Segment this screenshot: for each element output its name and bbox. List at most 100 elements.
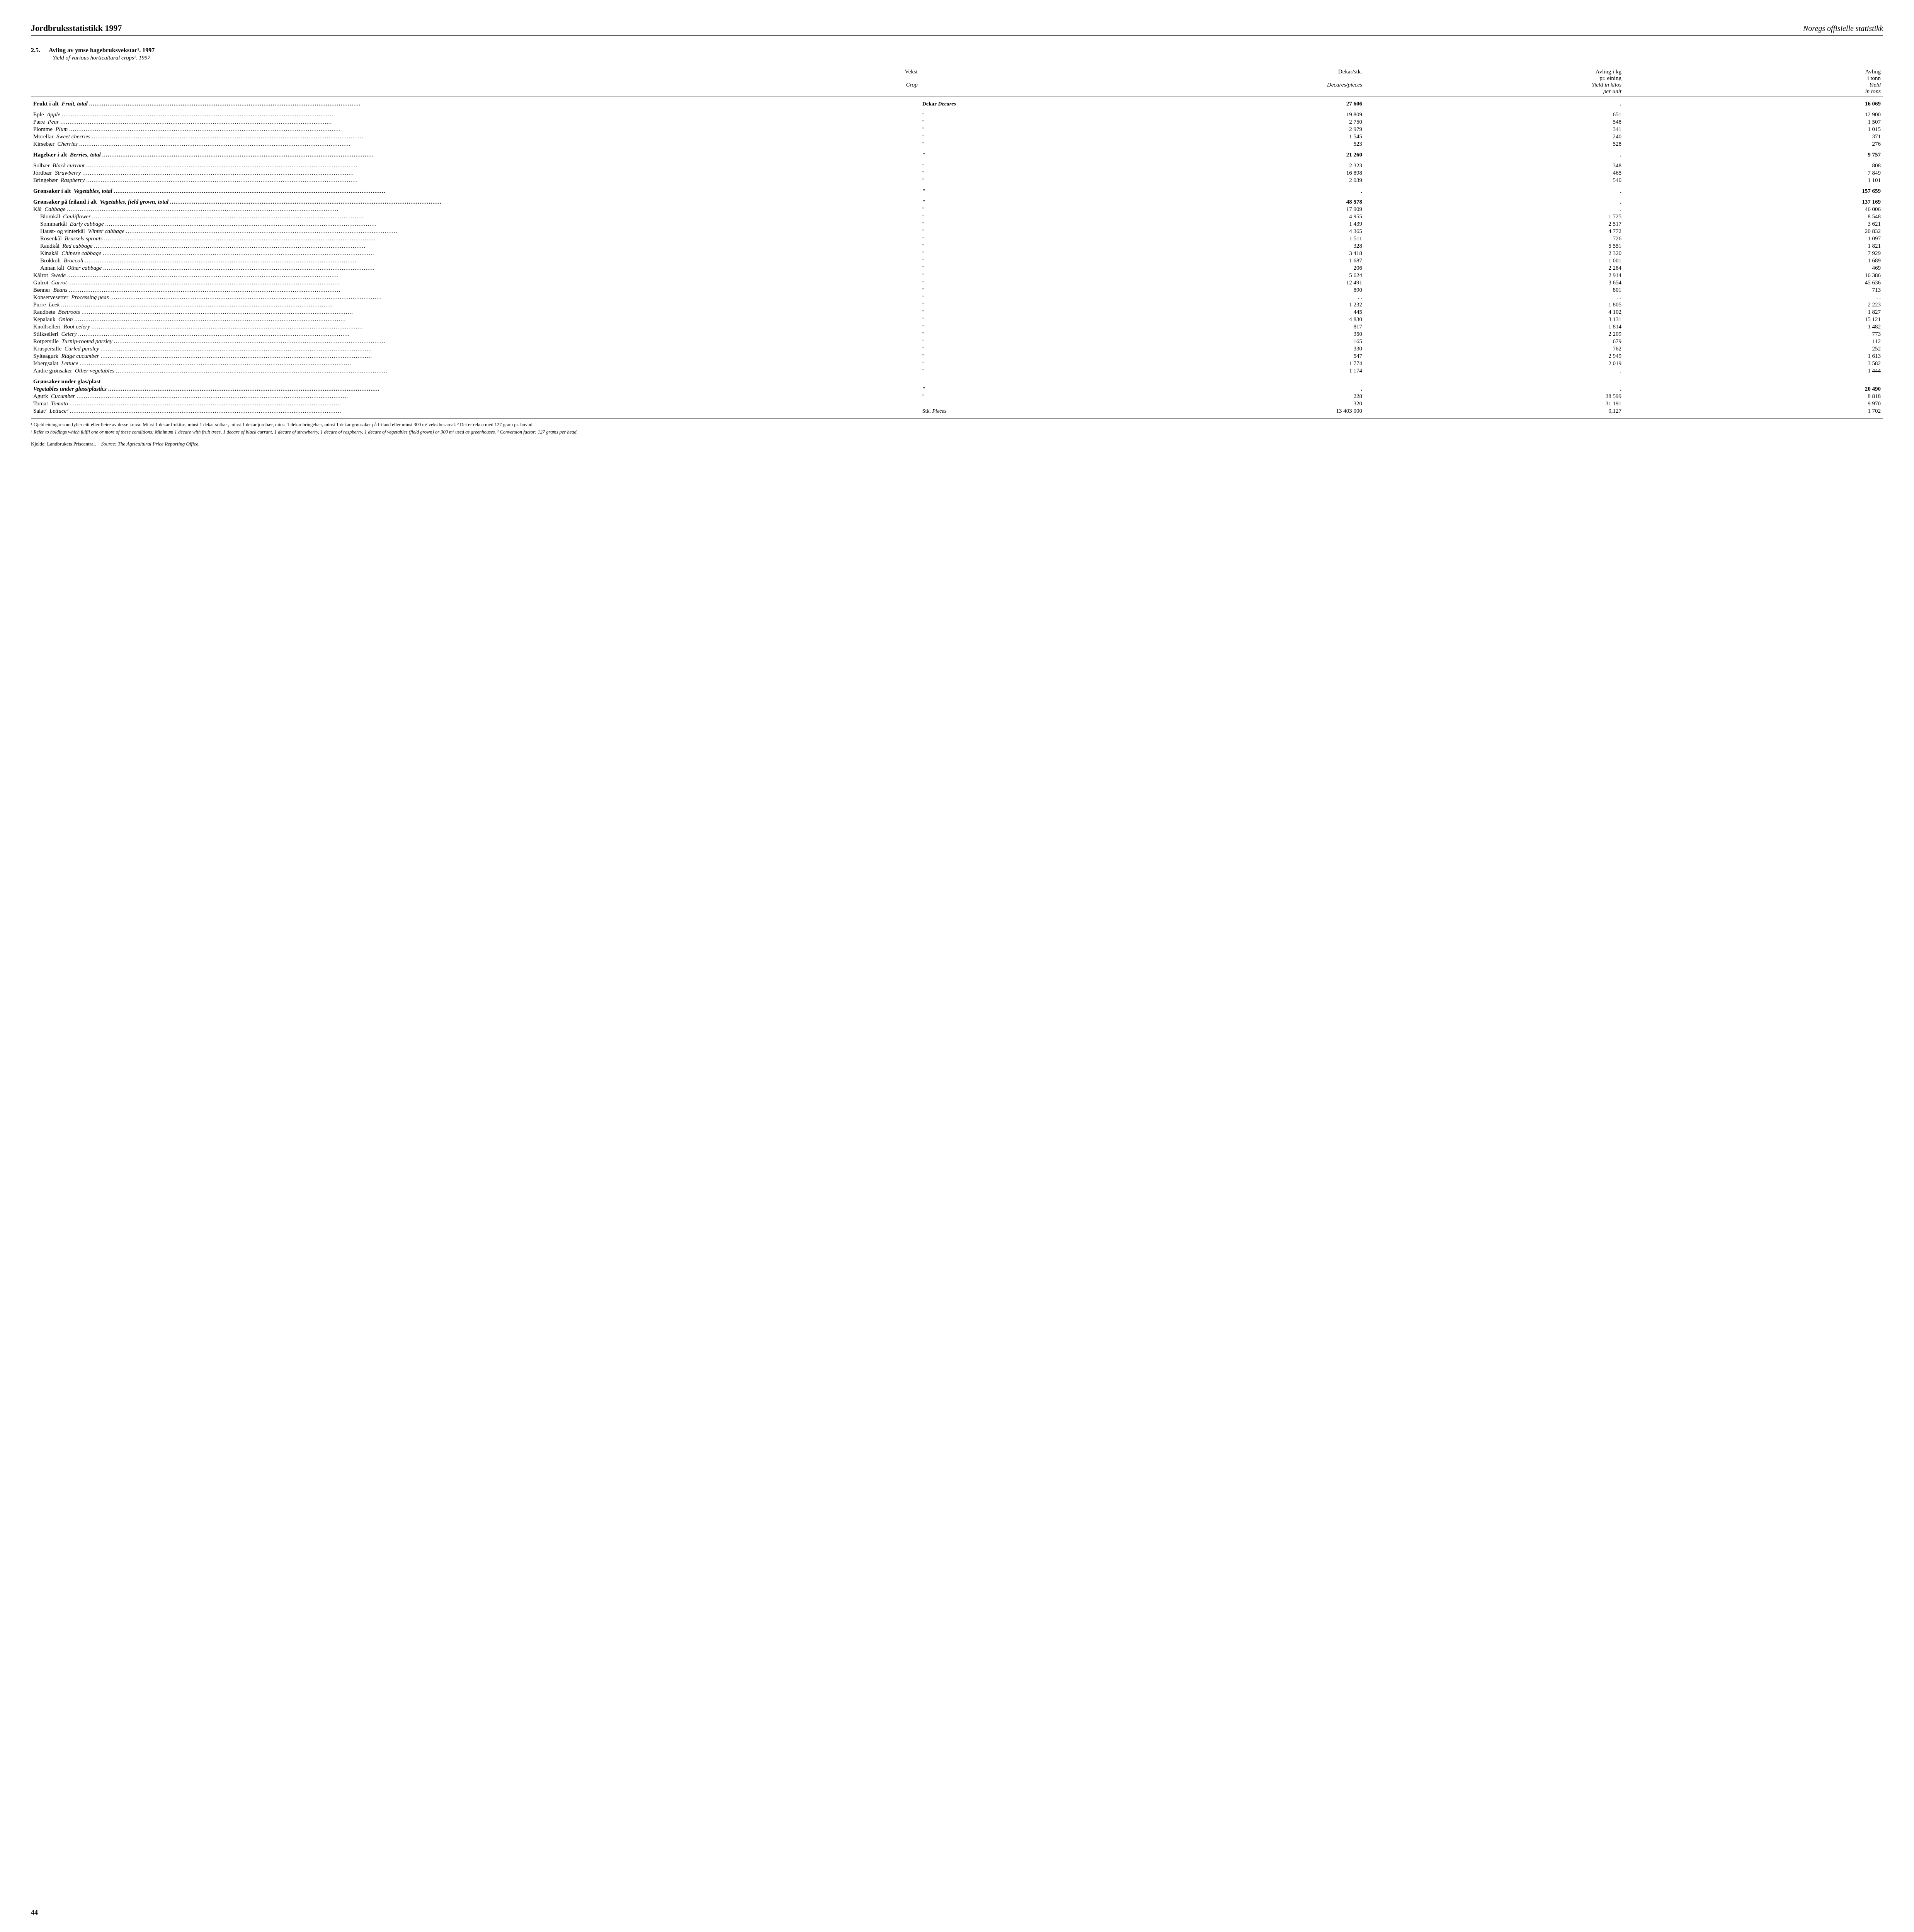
row-c3: 1 507 bbox=[1624, 119, 1883, 126]
row-c3: 20 832 bbox=[1624, 228, 1883, 235]
section-number: 2.5. bbox=[31, 47, 40, 54]
row-c2: 1 805 bbox=[1364, 301, 1624, 309]
row-c1: 12 491 bbox=[1105, 279, 1364, 287]
row-c3: 371 bbox=[1624, 133, 1883, 141]
row-c2: . bbox=[1364, 97, 1624, 108]
table-row: Plomme Plum "2 9793411 015 bbox=[31, 126, 1883, 133]
row-c3: 45 636 bbox=[1624, 279, 1883, 287]
row-c3: 252 bbox=[1624, 345, 1883, 353]
table-row: Salat² Lettuce² Stk. Pieces13 403 0000,1… bbox=[31, 408, 1883, 415]
row-label: Salat² Lettuce² bbox=[31, 408, 920, 415]
col1-no: Dekar/stk. bbox=[1105, 67, 1364, 82]
table-row: Gulrot Carrot "12 4913 65445 636 bbox=[31, 279, 1883, 287]
row-c3: 276 bbox=[1624, 141, 1883, 148]
table-row: Grønsaker på friland i alt Vegetables, f… bbox=[31, 195, 1883, 206]
table-row: Rotpersille Turnip-rooted parsley "16567… bbox=[31, 338, 1883, 345]
row-unit: " bbox=[920, 279, 1105, 287]
row-unit: " bbox=[920, 206, 1105, 213]
row-c2: 679 bbox=[1364, 338, 1624, 345]
table-row: Eple Apple "19 80965112 900 bbox=[31, 108, 1883, 119]
row-c2: 651 bbox=[1364, 108, 1624, 119]
row-c2: . bbox=[1364, 148, 1624, 159]
row-c1: 228 bbox=[1105, 393, 1364, 400]
row-c3: 16 386 bbox=[1624, 272, 1883, 279]
row-c2: . bbox=[1364, 184, 1624, 195]
row-c1: 165 bbox=[1105, 338, 1364, 345]
table-row: Knollselleri Root celery "8171 8141 482 bbox=[31, 323, 1883, 331]
row-c2: . bbox=[1364, 386, 1624, 393]
row-c2: 1 814 bbox=[1364, 323, 1624, 331]
row-unit: " bbox=[920, 360, 1105, 367]
row-c3: 12 900 bbox=[1624, 108, 1883, 119]
row-unit: " bbox=[920, 386, 1105, 393]
row-c3: 15 121 bbox=[1624, 316, 1883, 323]
row-label: Konserveserter Processing peas bbox=[31, 294, 920, 301]
row-c2: 2 914 bbox=[1364, 272, 1624, 279]
row-label: Purre Leek bbox=[31, 301, 920, 309]
row-label: Grønsaker under glas/plast bbox=[31, 375, 920, 386]
row-unit: " bbox=[920, 272, 1105, 279]
row-unit: " bbox=[920, 235, 1105, 243]
row-c1: 817 bbox=[1105, 323, 1364, 331]
row-c3: 773 bbox=[1624, 331, 1883, 338]
row-unit: " bbox=[920, 331, 1105, 338]
row-c2: 0,127 bbox=[1364, 408, 1624, 415]
row-label: Kål Cabbage bbox=[31, 206, 920, 213]
row-c3: 1 097 bbox=[1624, 235, 1883, 243]
row-label: Hagebær i alt Berries, total bbox=[31, 148, 920, 159]
row-c3: 2 223 bbox=[1624, 301, 1883, 309]
row-label: Gulrot Carrot bbox=[31, 279, 920, 287]
row-label: Stilkselleri Celery bbox=[31, 331, 920, 338]
row-c2: 341 bbox=[1364, 126, 1624, 133]
row-c1: 13 403 000 bbox=[1105, 408, 1364, 415]
col3-no: Avlingi tonn bbox=[1624, 67, 1883, 82]
col-crop-no: Vekst bbox=[31, 67, 920, 82]
row-unit: " bbox=[920, 345, 1105, 353]
table-row: Morellar Sweet cherries "1 545240371 bbox=[31, 133, 1883, 141]
table-row: Konserveserter Processing peas ". .. .. … bbox=[31, 294, 1883, 301]
table-row: Bringebær Raspberry "2 0395401 101 bbox=[31, 177, 1883, 184]
row-label: Blomkål Cauliflower bbox=[31, 213, 920, 221]
row-c1: 547 bbox=[1105, 353, 1364, 360]
row-c3: 7 849 bbox=[1624, 170, 1883, 177]
row-c3: 9 757 bbox=[1624, 148, 1883, 159]
row-c3: 137 169 bbox=[1624, 195, 1883, 206]
row-c2: 4 772 bbox=[1364, 228, 1624, 235]
row-label: Jordbær Strawberry bbox=[31, 170, 920, 177]
table-row: Bønner Beans "890801713 bbox=[31, 287, 1883, 294]
row-label: Brokkoli Broccoli bbox=[31, 257, 920, 265]
section-title: 2.5. Avling av ymse hagebruksvekstar¹. 1… bbox=[31, 47, 1883, 54]
row-c1: 16 898 bbox=[1105, 170, 1364, 177]
row-c1: 1 439 bbox=[1105, 221, 1364, 228]
row-c2: 548 bbox=[1364, 119, 1624, 126]
row-label: Agurk Cucumber bbox=[31, 393, 920, 400]
row-c2: 540 bbox=[1364, 177, 1624, 184]
row-c1: . bbox=[1105, 386, 1364, 393]
row-c2: 240 bbox=[1364, 133, 1624, 141]
row-c2: 2 949 bbox=[1364, 353, 1624, 360]
row-c2: 1 001 bbox=[1364, 257, 1624, 265]
table-row: Tomat Tomato 32031 1919 970 bbox=[31, 400, 1883, 408]
row-label: Kruspersille Curled parsley bbox=[31, 345, 920, 353]
row-unit: Stk. Pieces bbox=[920, 408, 1105, 415]
row-c1: 1 545 bbox=[1105, 133, 1364, 141]
row-c3: 7 929 bbox=[1624, 250, 1883, 257]
row-c2: 762 bbox=[1364, 345, 1624, 353]
footnote-no: ¹ Gjeld einingar som fyller eitt eller f… bbox=[31, 422, 1883, 428]
row-c1: 2 979 bbox=[1105, 126, 1364, 133]
header-right: Noregs offisielle statistikk bbox=[1803, 24, 1883, 33]
row-c1: 1 774 bbox=[1105, 360, 1364, 367]
table-row: Purre Leek "1 2321 8052 223 bbox=[31, 301, 1883, 309]
row-unit: " bbox=[920, 108, 1105, 119]
row-c3: 9 970 bbox=[1624, 400, 1883, 408]
table-row: Agurk Cucumber "22838 5998 818 bbox=[31, 393, 1883, 400]
page-header: Jordbruksstatistikk 1997 Noregs offisiel… bbox=[31, 23, 1883, 36]
row-unit: " bbox=[920, 367, 1105, 375]
row-label: Bønner Beans bbox=[31, 287, 920, 294]
table-row: Kruspersille Curled parsley "330762252 bbox=[31, 345, 1883, 353]
row-c2: 2 284 bbox=[1364, 265, 1624, 272]
row-label: Sommarkål Early cabbage bbox=[31, 221, 920, 228]
row-unit: " bbox=[920, 243, 1105, 250]
row-unit: " bbox=[920, 257, 1105, 265]
row-c3: . . bbox=[1624, 294, 1883, 301]
